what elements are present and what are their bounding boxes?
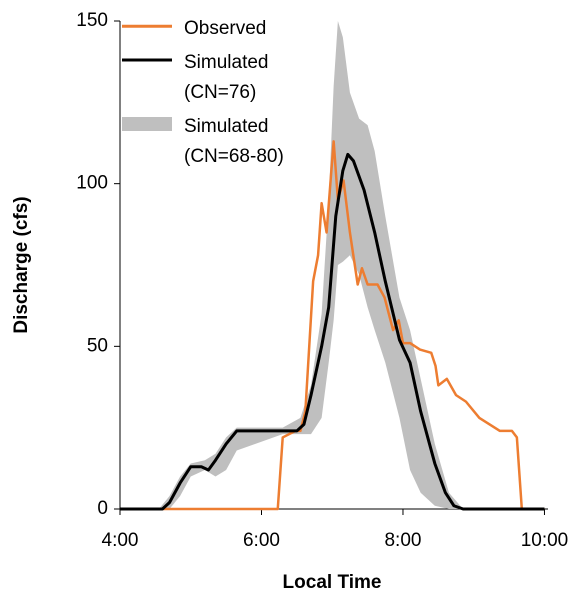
x-tick-label: 6:00 [243, 530, 280, 551]
y-axis-title: Discharge (cfs) [11, 196, 32, 333]
legend-swatch [122, 112, 172, 136]
y-tick-label: 100 [76, 173, 108, 194]
legend-label: Observed [184, 18, 267, 39]
y-tick-label: 0 [97, 498, 108, 519]
line [120, 152, 545, 511]
legend: Observed Simulated (CN=76) Simulated (CN=6… [122, 14, 332, 176]
y-tick-label: 150 [76, 10, 108, 31]
legend-swatch-line [122, 58, 172, 62]
x-tick-label: 8:00 [384, 530, 421, 551]
legend-item: Simulated (CN=76) [122, 48, 332, 108]
x-axis-title: Local Time [283, 572, 382, 593]
legend-label: Simulated (CN=76) [184, 52, 269, 103]
legend-swatch [122, 14, 172, 38]
y-tick-label: 50 [87, 335, 108, 356]
line [120, 140, 545, 511]
legend-swatch [122, 48, 172, 72]
legend-item: Simulated (CN=68-80) [122, 112, 332, 172]
legend-swatch-line [122, 117, 172, 131]
legend-swatch-line [122, 24, 172, 28]
x-tick-label: 10:00 [521, 530, 569, 551]
legend-label: Simulated (CN=68-80) [184, 116, 284, 167]
x-tick-label: 4:00 [102, 530, 139, 551]
legend-item: Observed [122, 14, 332, 44]
